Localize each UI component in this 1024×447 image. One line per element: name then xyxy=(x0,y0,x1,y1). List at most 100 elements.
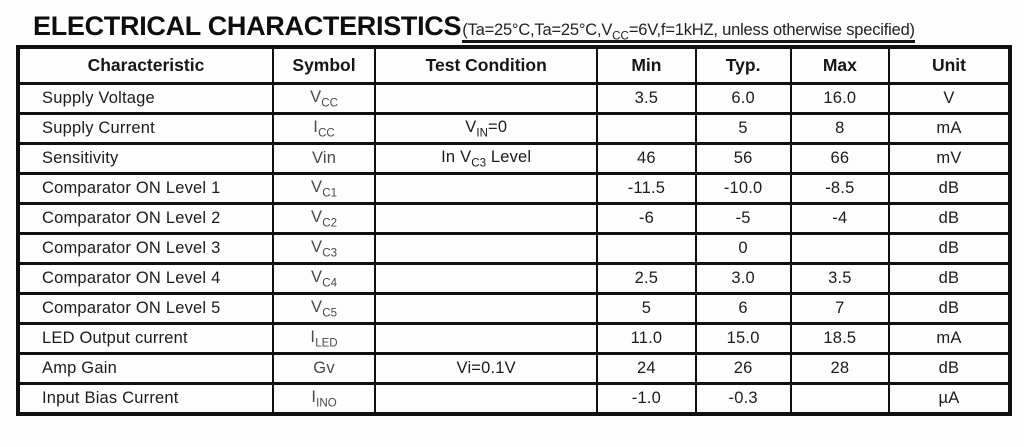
cell-symbol: IINO xyxy=(271,382,377,416)
cell-min: 46 xyxy=(596,142,697,175)
table-row: Supply Voltage VCC 3.5 6.0 16.0 V xyxy=(17,82,1012,115)
cell-max: 8 xyxy=(789,112,890,145)
test-conditions-note: (Ta=25°C,Ta=25°C,VCC=6V,f=1kHZ, unless o… xyxy=(462,21,915,43)
cell-symbol: VC1 xyxy=(271,172,377,205)
cell-max: 66 xyxy=(789,142,890,175)
cell-characteristic: Supply Current xyxy=(17,112,274,145)
datasheet-page: ELECTRICAL CHARACTERISTICS(Ta=25°C,Ta=25… xyxy=(0,11,1024,447)
cell-min: 2.5 xyxy=(596,262,697,295)
cell-unit: dB xyxy=(887,262,1012,295)
cell-test-condition xyxy=(374,82,599,115)
table-header-row: Characteristic Symbol Test Condition Min Typ… xyxy=(17,46,1012,86)
cell-typ: -10.0 xyxy=(694,172,792,205)
section-title-row: ELECTRICAL CHARACTERISTICS(Ta=25°C,Ta=25… xyxy=(33,11,1024,43)
cell-test-condition xyxy=(374,292,599,325)
header-cell-unit: Unit xyxy=(887,46,1012,86)
table-row: Comparator ON Level 4 VC4 2.5 3.0 3.5 dB xyxy=(17,262,1012,295)
cell-characteristic: Input Bias Current xyxy=(17,382,274,416)
cell-min: -11.5 xyxy=(596,172,697,205)
table-row: Comparator ON Level 3 VC3 0 dB xyxy=(17,232,1012,265)
cell-unit: dB xyxy=(887,292,1012,325)
cell-max: 18.5 xyxy=(789,322,890,355)
header-cell-max: Max xyxy=(789,46,890,86)
cell-min: 5 xyxy=(596,292,697,325)
table-row: LED Output current ILED 11.0 15.0 18.5 mA xyxy=(17,322,1012,355)
cell-symbol: VC4 xyxy=(271,262,377,295)
cell-max xyxy=(789,382,890,416)
cell-characteristic: Amp Gain xyxy=(17,352,274,385)
table-row: Supply Current ICC VIN=0 5 8 mA xyxy=(17,112,1012,145)
cell-test-condition xyxy=(374,322,599,355)
cell-symbol: Gv xyxy=(271,352,377,385)
cell-unit: mA xyxy=(887,112,1012,145)
electrical-characteristics-table: Characteristic Symbol Test Condition Min Typ… xyxy=(16,45,1012,417)
cell-unit: dB xyxy=(887,172,1012,205)
cell-typ: 15.0 xyxy=(694,322,792,355)
cell-symbol: VC5 xyxy=(271,292,377,325)
cell-test-condition xyxy=(374,202,599,235)
section-title: ELECTRICAL CHARACTERISTICS xyxy=(33,11,462,41)
cell-typ: 5 xyxy=(694,112,792,145)
cell-symbol: ILED xyxy=(271,322,377,355)
cell-typ: 6 xyxy=(694,292,792,325)
cell-min xyxy=(596,112,697,145)
header-cell-test-condition: Test Condition xyxy=(374,46,599,86)
cell-max: 3.5 xyxy=(789,262,890,295)
cell-min: 24 xyxy=(596,352,697,385)
cell-max: 28 xyxy=(789,352,890,385)
header-cell-min: Min xyxy=(596,46,697,86)
cell-min: 3.5 xyxy=(596,82,697,115)
cell-characteristic: Comparator ON Level 4 xyxy=(17,262,274,295)
cell-characteristic: Comparator ON Level 2 xyxy=(17,202,274,235)
cell-max: -8.5 xyxy=(789,172,890,205)
table-row: Input Bias Current IINO -1.0 -0.3 µA xyxy=(17,382,1012,416)
cell-characteristic: Comparator ON Level 3 xyxy=(17,232,274,265)
cell-test-condition: VIN=0 xyxy=(374,112,599,145)
table-row: Sensitivity Vin In VC3 Level 46 56 66 mV xyxy=(17,142,1012,175)
cell-test-condition xyxy=(374,262,599,295)
cell-test-condition: Vi=0.1V xyxy=(374,352,599,385)
table-row: Comparator ON Level 2 VC2 -6 -5 -4 dB xyxy=(17,202,1012,235)
cell-typ: 56 xyxy=(694,142,792,175)
cell-unit: V xyxy=(887,82,1012,115)
cell-unit: mV xyxy=(887,142,1012,175)
header-cell-symbol: Symbol xyxy=(271,46,377,86)
cell-symbol: VC3 xyxy=(271,232,377,265)
cell-typ: 0 xyxy=(694,232,792,265)
cell-characteristic: Sensitivity xyxy=(17,142,274,175)
cell-max: -4 xyxy=(789,202,890,235)
cell-characteristic: Comparator ON Level 1 xyxy=(17,172,274,205)
cell-typ: 26 xyxy=(694,352,792,385)
cell-min xyxy=(596,232,697,265)
cell-max: 7 xyxy=(789,292,890,325)
cell-unit: mA xyxy=(887,322,1012,355)
table-row: Amp Gain Gv Vi=0.1V 24 26 28 dB xyxy=(17,352,1012,385)
cell-min: -1.0 xyxy=(596,382,697,416)
cell-max xyxy=(789,232,890,265)
cell-symbol: VCC xyxy=(271,82,377,115)
cell-characteristic: Comparator ON Level 5 xyxy=(17,292,274,325)
cell-test-condition xyxy=(374,232,599,265)
cell-test-condition xyxy=(374,172,599,205)
cell-max: 16.0 xyxy=(789,82,890,115)
cell-min: -6 xyxy=(596,202,697,235)
cell-test-condition: In VC3 Level xyxy=(374,142,599,175)
cell-test-condition xyxy=(374,382,599,416)
cell-typ: 3.0 xyxy=(694,262,792,295)
table-row: Comparator ON Level 5 VC5 5 6 7 dB xyxy=(17,292,1012,325)
cell-characteristic: Supply Voltage xyxy=(17,82,274,115)
cell-unit: µA xyxy=(887,382,1012,416)
header-cell-characteristic: Characteristic xyxy=(17,46,274,86)
cell-unit: dB xyxy=(887,202,1012,235)
header-cell-typ: Typ. xyxy=(694,46,792,86)
cell-characteristic: LED Output current xyxy=(17,322,274,355)
cell-min: 11.0 xyxy=(596,322,697,355)
cell-symbol: ICC xyxy=(271,112,377,145)
table-row: Comparator ON Level 1 VC1 -11.5 -10.0 -8.5 dB xyxy=(17,172,1012,205)
cell-typ: -5 xyxy=(694,202,792,235)
cell-symbol: Vin xyxy=(271,142,377,175)
cell-typ: -0.3 xyxy=(694,382,792,416)
cell-unit: dB xyxy=(887,232,1012,265)
cell-symbol: VC2 xyxy=(271,202,377,235)
cell-unit: dB xyxy=(887,352,1012,385)
